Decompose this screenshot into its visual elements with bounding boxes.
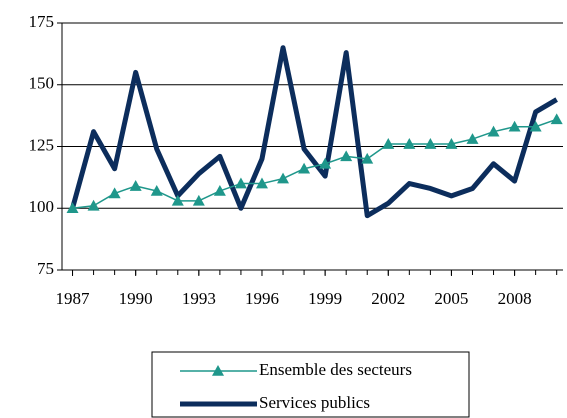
marker: [361, 152, 374, 164]
y-tick-label: 175: [29, 12, 55, 31]
marker: [150, 184, 163, 196]
marker: [87, 199, 100, 211]
legend-label: Ensemble des secteurs: [259, 360, 412, 379]
marker: [487, 125, 500, 137]
marker: [529, 120, 542, 132]
x-tick-label: 1999: [308, 289, 342, 308]
marker: [466, 133, 479, 144]
x-tick-label: 2005: [434, 289, 468, 308]
legend-label: Services publics: [259, 393, 370, 412]
x-tick-label: 1990: [119, 289, 153, 308]
marker: [424, 138, 437, 149]
x-tick-label: 2002: [371, 289, 405, 308]
marker: [66, 202, 79, 214]
marker: [298, 162, 311, 174]
x-tick-label: 1993: [182, 289, 216, 308]
x-tick-label: 1996: [245, 289, 279, 308]
marker: [382, 138, 395, 149]
marker: [171, 194, 184, 206]
y-tick-label: 75: [37, 259, 54, 278]
marker: [108, 187, 121, 199]
marker: [192, 194, 205, 206]
marker: [255, 177, 268, 189]
series-line: [70, 45, 558, 219]
marker: [234, 177, 247, 189]
marker: [508, 120, 521, 132]
y-tick-label: 150: [29, 74, 55, 93]
marker: [213, 184, 226, 196]
marker: [277, 172, 290, 184]
x-tick-label: 2008: [498, 289, 532, 308]
series-line: [72, 118, 557, 209]
marker: [445, 138, 458, 149]
y-tick-label: 125: [29, 135, 55, 154]
marker: [129, 180, 142, 191]
marker: [319, 157, 332, 169]
marker: [550, 113, 563, 125]
y-tick-label: 100: [29, 197, 55, 216]
marker: [403, 138, 416, 149]
legend-marker: [212, 365, 224, 376]
x-tick-label: 1987: [56, 289, 91, 308]
marker: [340, 150, 353, 162]
